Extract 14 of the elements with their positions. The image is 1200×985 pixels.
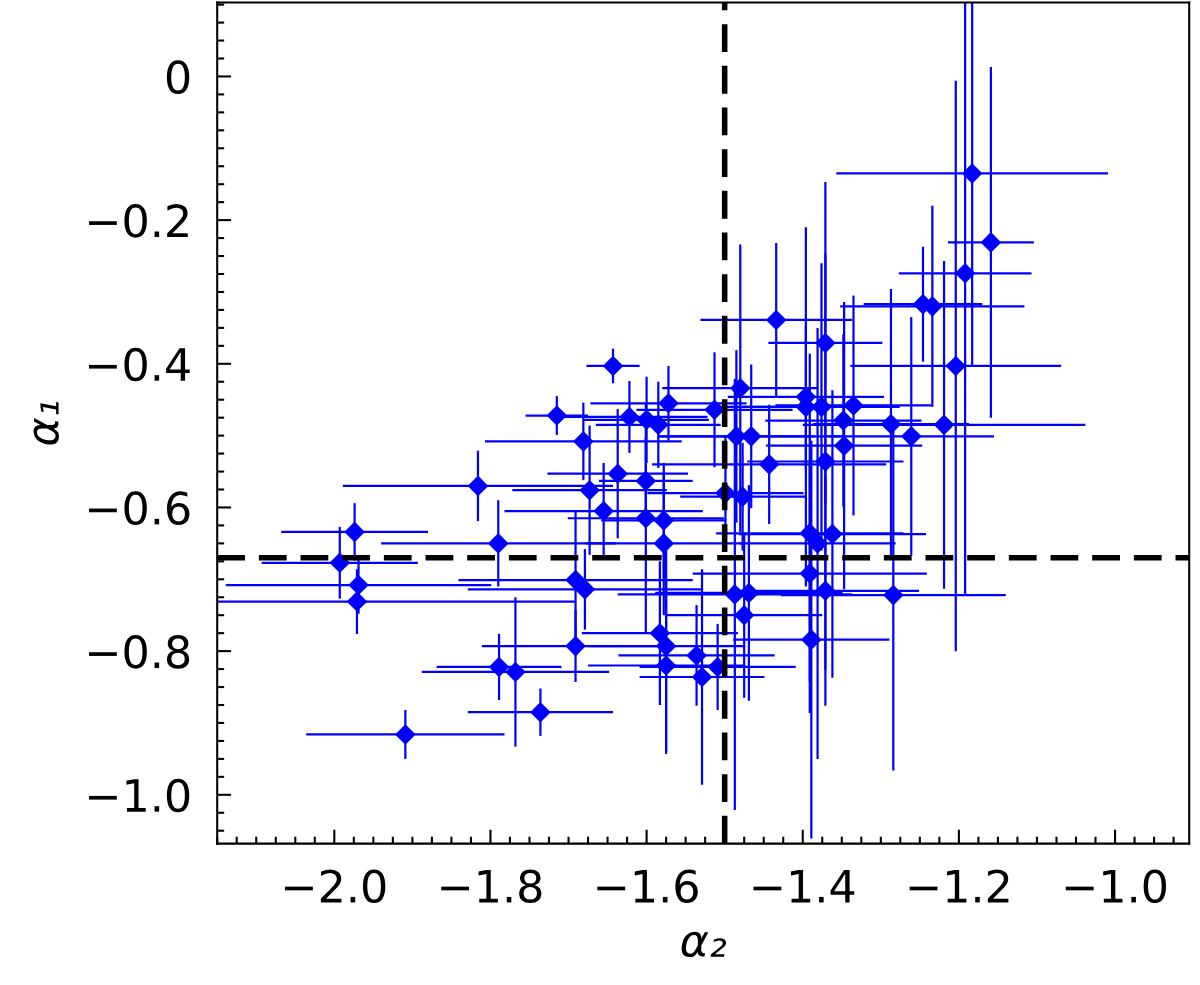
x-tick-label: −1.4 xyxy=(753,870,855,903)
y-tick-label: −0.4 xyxy=(88,347,190,382)
x-axis-title: α₂ xyxy=(681,931,727,958)
y-tick-label: −0.2 xyxy=(88,204,188,238)
y-tick-label: −0.6 xyxy=(88,491,190,525)
x-tick-label: −1.8 xyxy=(441,869,542,904)
x-tick-label: −1.0 xyxy=(1065,869,1167,904)
x-tick-label: −1.6 xyxy=(597,869,698,904)
y-axis-title: α₁ xyxy=(33,401,59,445)
y-tick-label: −1.0 xyxy=(88,778,190,813)
y-tick-label: −0.8 xyxy=(88,635,190,669)
x-tick-label: −1.2 xyxy=(909,869,1009,903)
x-tick-label: −2.0 xyxy=(285,869,386,904)
y-tick-label: 0 xyxy=(166,60,190,94)
